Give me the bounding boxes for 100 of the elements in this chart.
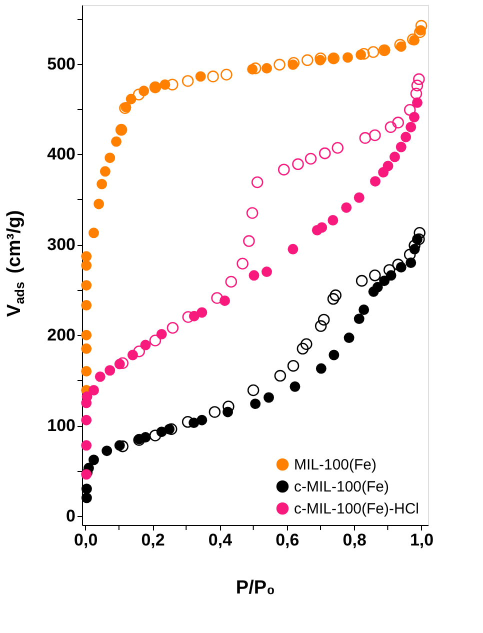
point bbox=[81, 260, 92, 271]
point bbox=[274, 370, 286, 382]
point bbox=[327, 293, 340, 305]
point bbox=[390, 152, 400, 162]
point bbox=[246, 207, 258, 219]
point bbox=[300, 338, 312, 350]
point bbox=[410, 88, 422, 100]
point bbox=[414, 227, 426, 239]
point bbox=[369, 129, 381, 142]
point bbox=[404, 248, 416, 260]
point bbox=[196, 307, 208, 318]
point bbox=[81, 280, 92, 291]
point bbox=[288, 244, 298, 254]
point bbox=[316, 363, 326, 374]
point bbox=[341, 202, 352, 213]
point bbox=[247, 384, 260, 396]
point bbox=[383, 264, 396, 276]
point bbox=[251, 176, 264, 188]
point bbox=[370, 176, 381, 187]
point bbox=[367, 46, 380, 58]
point bbox=[81, 330, 92, 340]
legend-label: c-MIL-100(Fe) bbox=[294, 478, 390, 496]
point bbox=[330, 289, 342, 302]
y-tick-label: 0 bbox=[66, 506, 76, 526]
point bbox=[104, 365, 116, 376]
point bbox=[248, 270, 260, 281]
x-tick-label: 0,6 bbox=[276, 530, 300, 550]
point bbox=[81, 300, 92, 310]
point bbox=[211, 292, 223, 304]
point bbox=[274, 58, 286, 71]
point bbox=[81, 492, 92, 504]
point bbox=[414, 26, 426, 38]
point bbox=[81, 343, 92, 354]
point bbox=[384, 121, 397, 133]
point bbox=[236, 258, 248, 270]
point bbox=[81, 440, 92, 451]
y-tick-label: 300 bbox=[47, 235, 76, 254]
y-tick-label: 400 bbox=[47, 144, 76, 164]
point bbox=[287, 360, 300, 372]
point bbox=[82, 391, 92, 402]
point bbox=[94, 371, 106, 382]
point bbox=[413, 73, 425, 86]
point bbox=[81, 414, 92, 426]
x-tick-label: 0,2 bbox=[141, 530, 165, 550]
point bbox=[400, 132, 412, 142]
point bbox=[372, 282, 383, 292]
point bbox=[302, 54, 314, 66]
point bbox=[207, 70, 219, 82]
y-tick-label: 200 bbox=[47, 326, 76, 345]
point bbox=[411, 80, 424, 92]
point bbox=[225, 276, 238, 288]
x-tick-label: 1,0 bbox=[410, 530, 434, 550]
x-tick-label: 0,8 bbox=[342, 530, 366, 550]
x-axis-title: P/P₀ bbox=[236, 578, 276, 598]
point bbox=[314, 320, 327, 332]
legend-label: c-MIL-100(Fe)-HCl bbox=[294, 500, 420, 518]
point bbox=[96, 178, 108, 190]
point bbox=[149, 334, 162, 346]
y-tick-label: 100 bbox=[47, 416, 76, 436]
point bbox=[88, 385, 99, 396]
point bbox=[354, 314, 364, 324]
point bbox=[196, 414, 208, 426]
point bbox=[328, 215, 338, 226]
point bbox=[264, 392, 274, 403]
y-axis-title: Vads (cm³/g) bbox=[4, 210, 27, 317]
point bbox=[250, 398, 261, 410]
point bbox=[356, 274, 368, 287]
x-tick-label: 0,4 bbox=[208, 530, 233, 550]
point bbox=[100, 166, 110, 177]
point bbox=[262, 266, 272, 278]
point bbox=[133, 345, 145, 358]
point bbox=[344, 332, 354, 344]
point bbox=[220, 68, 232, 81]
point bbox=[318, 314, 330, 326]
point bbox=[318, 147, 331, 160]
point bbox=[182, 75, 194, 87]
point bbox=[102, 446, 112, 456]
point bbox=[316, 222, 328, 233]
point bbox=[290, 381, 300, 392]
legend-label: MIL-100(Fe) bbox=[294, 456, 377, 474]
x-tick-label: 0,0 bbox=[74, 530, 98, 550]
point bbox=[358, 48, 370, 60]
point bbox=[81, 484, 92, 494]
point bbox=[243, 235, 255, 247]
point bbox=[81, 251, 92, 262]
y-tick-label: 500 bbox=[47, 54, 76, 74]
point bbox=[288, 56, 300, 69]
point bbox=[328, 350, 340, 360]
point bbox=[262, 63, 272, 74]
point bbox=[296, 342, 309, 355]
point bbox=[406, 122, 416, 132]
point bbox=[94, 198, 104, 210]
point bbox=[332, 142, 344, 154]
point bbox=[222, 400, 234, 412]
point bbox=[304, 152, 317, 165]
point bbox=[369, 270, 381, 282]
point bbox=[149, 430, 162, 442]
point bbox=[111, 136, 122, 147]
point bbox=[392, 258, 404, 270]
point bbox=[278, 164, 290, 176]
